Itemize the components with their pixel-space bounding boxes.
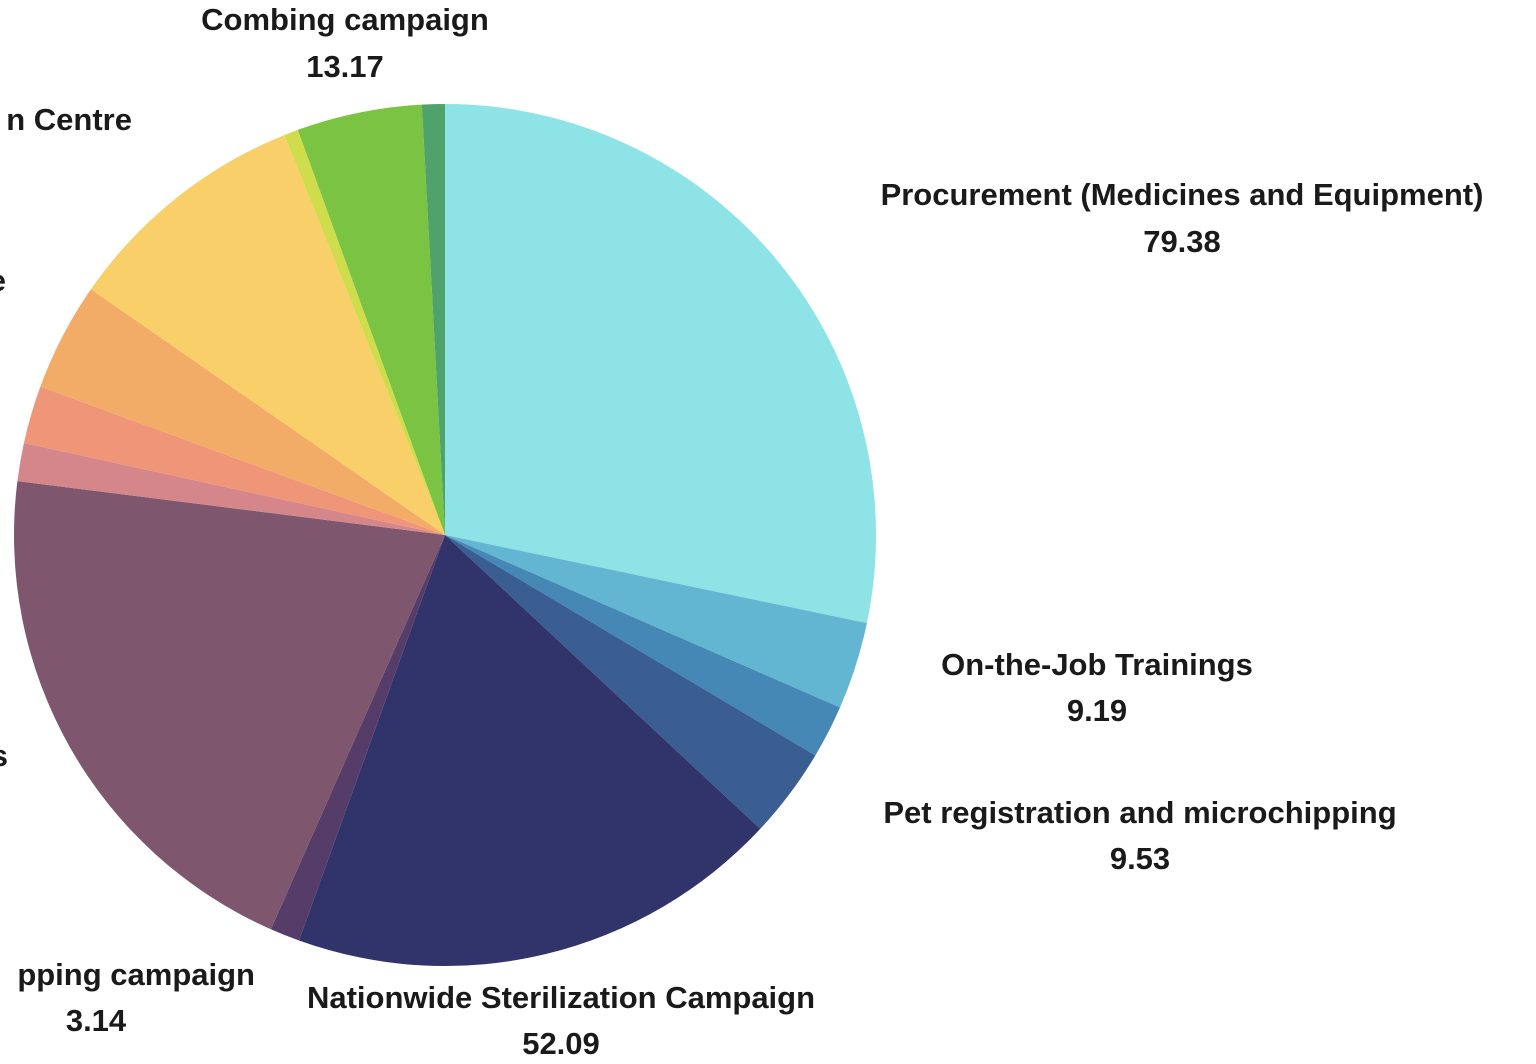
pie-slice [13, 481, 445, 930]
pie-slice [284, 129, 445, 536]
pie-slice [270, 535, 445, 941]
slice-label: Nationwide Sterilization Campaign [307, 980, 815, 1015]
slice-value: 9.53 [1110, 841, 1170, 876]
pie-slice [445, 535, 840, 756]
pie-slice [40, 289, 445, 535]
pie-slice [17, 443, 445, 535]
slice-label: Procurement (Medicines and Equipment) [881, 177, 1484, 212]
slice-value: 79.38 [1143, 224, 1221, 259]
pie-slice [298, 535, 761, 967]
slice-label: s [0, 738, 8, 773]
pie-slice [90, 135, 446, 535]
pie-slice [445, 535, 816, 829]
slice-label: Combing campaign [201, 2, 489, 37]
slice-value: 13.17 [306, 49, 384, 84]
pie-slice [23, 386, 446, 535]
pie-slice [421, 104, 445, 535]
pie-slice [445, 104, 876, 624]
slice-label: pping campaign [17, 957, 255, 992]
slice-value: 3.14 [66, 1003, 127, 1038]
slice-label: Pet registration and microchipping [883, 795, 1396, 830]
slice-label: On-the-Job Trainings [941, 647, 1253, 682]
slice-value: 52.09 [522, 1026, 600, 1061]
slice-label: n Centre [6, 102, 132, 137]
pie-slice [297, 104, 445, 535]
slice-label: e [0, 263, 6, 298]
pie-slice [445, 535, 867, 708]
slice-value: 9.19 [1067, 693, 1127, 728]
